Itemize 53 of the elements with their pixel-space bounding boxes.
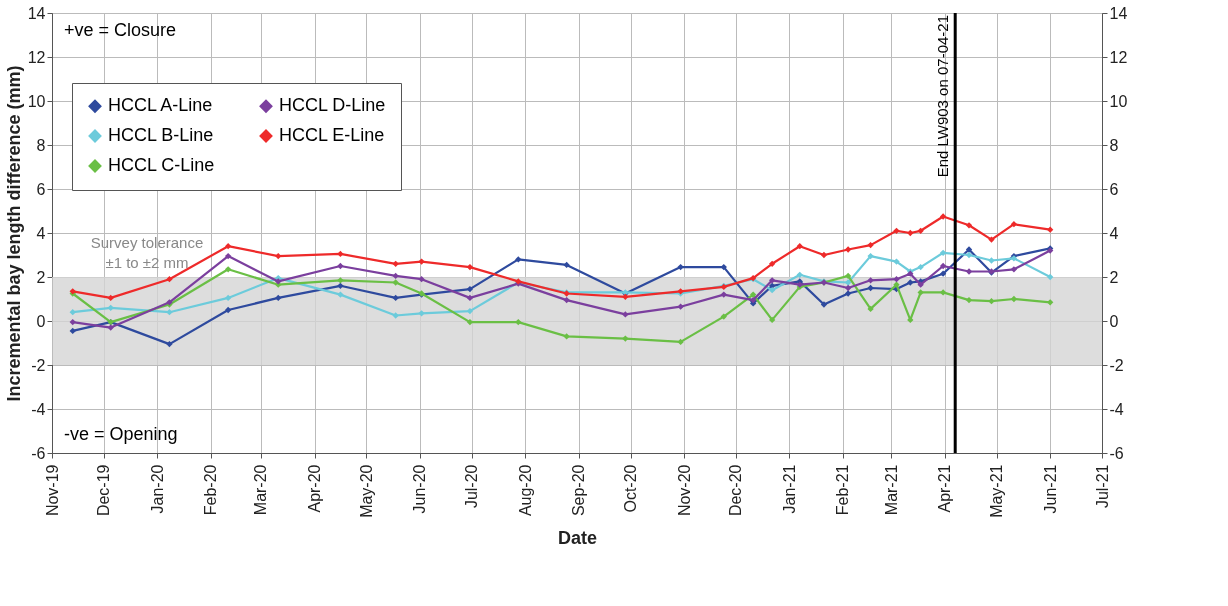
y-tick-label: 2 (36, 268, 46, 286)
y-tick-label: 14 (27, 4, 46, 22)
x-tick-label: Mar-21 (882, 464, 900, 516)
x-tick-label: Nov-19 (43, 464, 61, 517)
y2-tick-label: 8 (1109, 136, 1119, 154)
x-tick-label: Jun-20 (411, 464, 429, 514)
x-axis-title: Date (557, 527, 598, 548)
legend-label: HCCL A-Line (108, 95, 213, 116)
y-tick-label: 12 (27, 48, 46, 66)
x-tick-label: Feb-20 (202, 464, 220, 516)
x-tick-label: Sep-20 (570, 464, 588, 517)
y2-tick-label: 6 (1109, 180, 1119, 198)
y-tick-label: 4 (36, 224, 46, 242)
x-tick-label: Apr-21 (936, 464, 954, 513)
y2-tick-label: 4 (1109, 224, 1119, 242)
x-tick-label: Jun-21 (1041, 464, 1059, 514)
x-tick-label: May-21 (988, 464, 1006, 518)
x-tick-label: Jan-21 (780, 464, 798, 514)
y-axis-title: Incremental bay length difference (mm) (3, 65, 24, 402)
ref-line-label: End LW903 on 07-04-21 (934, 15, 952, 178)
y2-tick-label: 0 (1109, 312, 1119, 330)
x-tick-label: Mar-20 (252, 464, 270, 516)
x-tick-label: Dec-20 (727, 464, 745, 517)
x-tick-label: Jul-21 (1093, 464, 1111, 509)
y-tick-label: -4 (31, 400, 46, 418)
y-tick-label: -2 (31, 356, 46, 374)
x-tick-label: Nov-20 (675, 464, 693, 517)
x-tick-label: Feb-21 (834, 464, 852, 516)
y-tick-label: 0 (36, 312, 46, 330)
legend-label: HCCL B-Line (108, 125, 214, 145)
y2-tick-label: 12 (1109, 48, 1128, 66)
x-tick-label: Apr-20 (306, 464, 323, 513)
y2-tick-label: -2 (1109, 356, 1124, 374)
x-tick-label: Dec-19 (95, 464, 113, 517)
x-tick-label: Oct-20 (622, 464, 640, 513)
y-tick-label: 6 (36, 180, 46, 198)
x-tick-label: May-20 (357, 464, 375, 518)
annotation: -ve = Opening (64, 424, 178, 444)
legend-label: HCCL D-Line (279, 95, 386, 116)
y2-tick-label: 10 (1109, 92, 1128, 110)
y-tick-label: -6 (31, 444, 46, 462)
annotation: +ve = Closure (64, 20, 177, 40)
y2-tick-label: -4 (1109, 400, 1124, 418)
legend-label: HCCL C-Line (108, 155, 215, 175)
x-tick-label: Jul-20 (463, 464, 481, 509)
y2-tick-label: 14 (1109, 4, 1128, 22)
y2-tick-label: 2 (1109, 268, 1119, 286)
y2-tick-label: -6 (1109, 444, 1124, 462)
x-tick-label: Jan-20 (148, 464, 166, 514)
y-tick-label: 10 (27, 92, 46, 110)
x-tick-label: Aug-20 (516, 464, 534, 517)
y-tick-label: 8 (36, 136, 46, 154)
legend-label: HCCL E-Line (279, 125, 385, 145)
